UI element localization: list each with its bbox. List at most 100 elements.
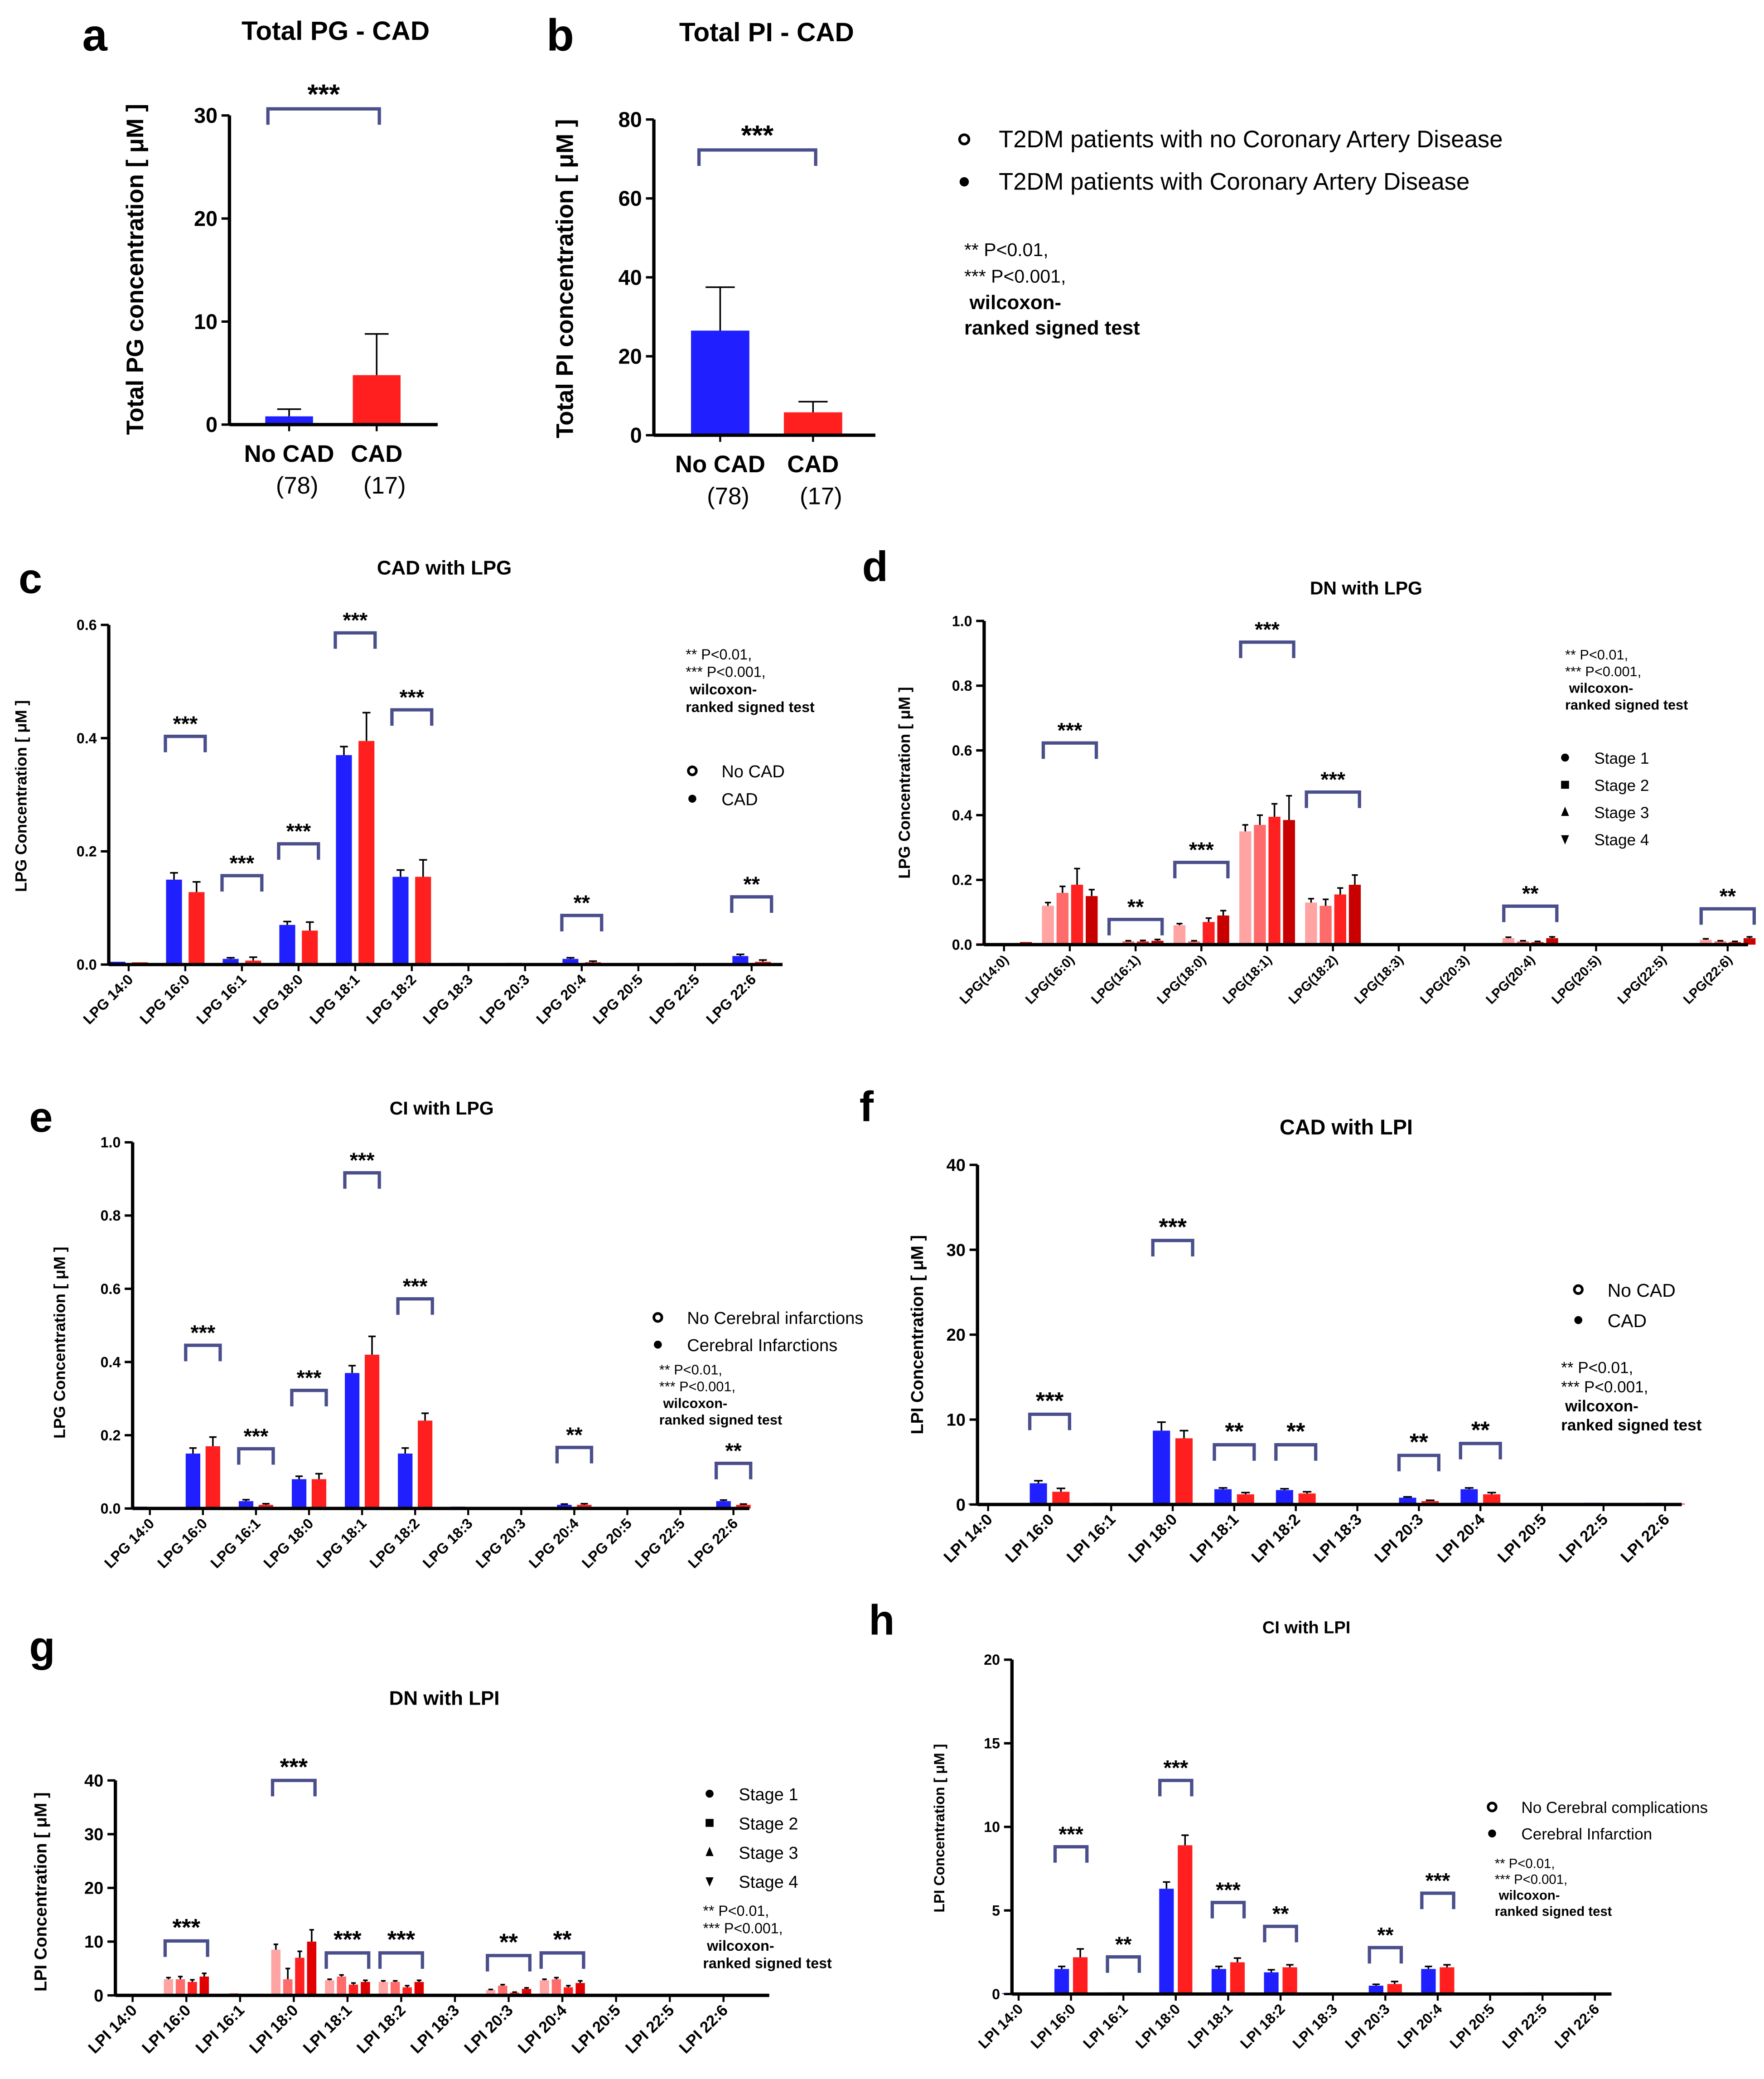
significance-note: ranked signed test xyxy=(1565,697,1688,713)
bar xyxy=(364,1354,380,1509)
significance-bracket xyxy=(271,1779,317,1797)
y-tick-label: 1.0 xyxy=(101,1134,121,1151)
panel-letter: h xyxy=(869,1596,894,1643)
x-tick-label: No CAD xyxy=(675,451,765,478)
bar xyxy=(498,1986,507,1996)
significance-stars: ** xyxy=(1720,884,1736,908)
panel-letter: g xyxy=(29,1623,55,1670)
y-tick-label: 0.0 xyxy=(952,936,972,953)
bar xyxy=(1042,906,1054,945)
y-tick-label: 0.4 xyxy=(952,807,972,824)
legend-marker-filled-circle-icon xyxy=(1574,1316,1582,1324)
sample-size-label: (78) xyxy=(707,483,749,509)
y-axis-label: LPI Concentration [ μM ] xyxy=(31,1792,50,1992)
y-tick-label: 15 xyxy=(984,1735,1000,1752)
significance-bracket xyxy=(560,914,604,931)
bar xyxy=(1175,1438,1193,1505)
bar xyxy=(361,1982,370,1996)
significance-stars: *** xyxy=(403,1275,428,1298)
significance-note: *** P<0.001, xyxy=(964,266,1066,287)
x-tick-label: LPI 16:0 xyxy=(1028,2001,1079,2052)
bar xyxy=(1239,831,1252,945)
legend-label: T2DM patients with no Coronary Artery Di… xyxy=(999,126,1503,153)
chart-title: DN with LPG xyxy=(1310,577,1422,598)
significance-bracket xyxy=(1397,1454,1440,1472)
significance-bracket xyxy=(378,1951,424,1969)
significance-bracket xyxy=(1041,741,1098,759)
x-tick-label: LPG 16:0 xyxy=(136,971,193,1027)
bar xyxy=(283,1979,293,1996)
x-tick-label: CAD xyxy=(351,441,402,467)
x-tick-label: LPG 18:2 xyxy=(367,1515,423,1571)
significance-stars: *** xyxy=(1058,719,1083,742)
significance-stars: *** xyxy=(1036,1388,1064,1415)
bar xyxy=(418,1420,433,1509)
x-tick-label: LPG 18:3 xyxy=(420,971,476,1027)
bar xyxy=(1254,824,1266,945)
significance-stars: *** xyxy=(173,712,198,736)
y-tick-label: 60 xyxy=(619,187,642,210)
legend-label: No Cerebral infarctions xyxy=(687,1309,863,1328)
panel-letter: f xyxy=(860,1083,874,1130)
x-tick-label: LPI 20:3 xyxy=(461,2001,517,2057)
bar xyxy=(577,1505,592,1509)
x-tick-label: LPI 20:5 xyxy=(568,2001,624,2057)
x-tick-label: LPI 22:5 xyxy=(622,2001,678,2057)
bar xyxy=(1368,1986,1383,1994)
significance-note: *** P<0.001, xyxy=(686,664,765,680)
x-tick-label: LPG 22:5 xyxy=(646,971,702,1027)
significance-stars: *** xyxy=(307,78,340,110)
bar xyxy=(185,1454,200,1509)
significance-bracket xyxy=(539,1951,585,1969)
significance-bracket xyxy=(1158,1779,1194,1797)
significance-bracket xyxy=(1028,1412,1072,1430)
significance-stars: *** xyxy=(286,819,311,843)
bar xyxy=(258,1505,273,1509)
x-tick-label: LPG(18:1) xyxy=(1220,953,1275,1007)
bar xyxy=(415,877,431,965)
bar xyxy=(1282,1967,1297,1994)
significance-stars: ** xyxy=(553,1926,572,1953)
bar xyxy=(716,1501,731,1509)
x-tick-label: LPG 20:3 xyxy=(476,971,532,1027)
bar xyxy=(311,1479,327,1509)
x-tick-label: LPI 20:5 xyxy=(1446,2001,1498,2052)
x-tick-label: LPG 22:6 xyxy=(703,971,759,1027)
legend-marker-filled-circle-icon xyxy=(688,795,696,803)
significance-stars: ** xyxy=(566,1423,583,1447)
legend-label: Stage 3 xyxy=(1594,804,1649,822)
bar xyxy=(1700,940,1712,945)
chart-title: DN with LPI xyxy=(389,1687,500,1709)
chart-title: Total PG - CAD xyxy=(242,16,430,46)
significance-bracket xyxy=(220,874,264,892)
bar xyxy=(302,930,318,965)
y-tick-label: 0 xyxy=(992,1986,1000,2002)
bar xyxy=(265,416,313,425)
bar xyxy=(1086,896,1098,945)
x-tick-label: CAD xyxy=(787,451,839,478)
bar xyxy=(188,892,205,965)
y-tick-label: 0 xyxy=(630,424,642,447)
bar xyxy=(1159,1889,1174,1994)
legend-label: Stage 4 xyxy=(739,1873,798,1892)
bar xyxy=(732,956,749,965)
significance-bracket xyxy=(1210,1900,1246,1919)
significance-bracket xyxy=(290,1389,328,1406)
panel-g: g DN with LPI LPI Concentration [ μM ] LPI … xyxy=(29,1623,832,2057)
x-tick-label: LPG(20:5) xyxy=(1549,953,1604,1007)
significance-stars: *** xyxy=(1164,1756,1189,1780)
legend-marker-inverted-triangle-icon xyxy=(706,1877,714,1887)
bar xyxy=(1071,885,1083,945)
significance-bracket xyxy=(697,148,817,166)
x-tick-label: LPI 20:4 xyxy=(1433,1510,1489,1566)
y-tick-label: 40 xyxy=(619,266,642,289)
x-tick-label: LPI 18:1 xyxy=(1187,1511,1242,1566)
y-tick-label: 10 xyxy=(947,1410,966,1430)
significance-stars: ** xyxy=(1471,1417,1490,1444)
significance-bracket xyxy=(1420,1891,1455,1909)
significance-bracket xyxy=(333,631,377,649)
significance-bracket xyxy=(730,895,773,913)
significance-note: wilcoxon- xyxy=(1569,680,1634,696)
significance-bracket xyxy=(1502,904,1559,922)
legend-label: No Cerebral complications xyxy=(1521,1799,1708,1817)
